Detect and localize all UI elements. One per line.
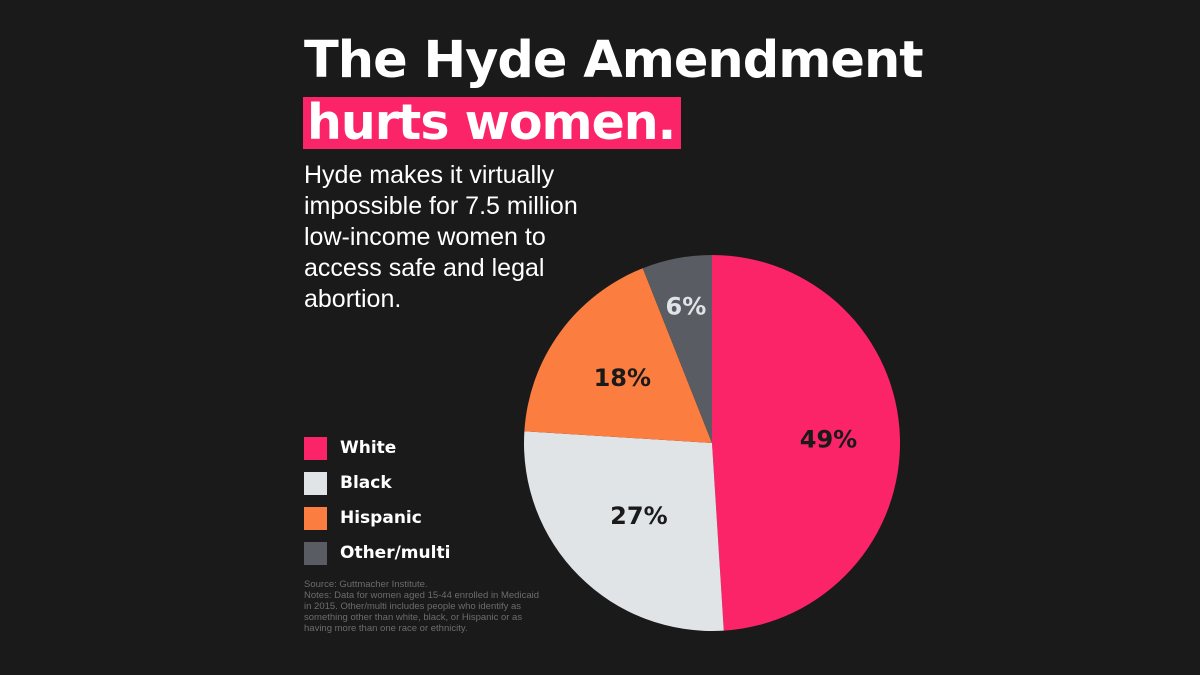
legend-label-white: White: [340, 438, 397, 458]
legend-item-black: Black: [304, 471, 504, 495]
subtitle: Hyde makes it virtually impossible for 7…: [304, 161, 578, 313]
legend-item-white: White: [304, 436, 504, 460]
legend-swatch-black: [304, 471, 327, 495]
legend-label-black: Black: [340, 473, 392, 493]
source-line: Source: Guttmacher Institute.: [304, 579, 428, 590]
source-notes: Source: Guttmacher Institute. Notes: Dat…: [304, 579, 544, 634]
legend-item-other-multi: Other/multi: [304, 541, 504, 565]
pie-label-hispanic: 18%: [594, 364, 651, 392]
pie-slice-hispanic: [524, 268, 712, 443]
legend-label-hispanic: Hispanic: [340, 508, 422, 528]
pie-slice-black: [523, 431, 724, 632]
legend-swatch-other-multi: [304, 541, 327, 565]
legend-swatch-hispanic: [304, 506, 327, 530]
title-line-2-highlight: hurts women.: [303, 97, 682, 149]
pie-label-black: 27%: [610, 502, 667, 530]
pie-slice-other-multi: [642, 255, 712, 443]
title-line-1: The Hyde Amendment: [304, 31, 924, 90]
pie-slice-white: [712, 255, 901, 631]
pie-slices: [523, 255, 901, 632]
legend-swatch-white: [304, 436, 327, 460]
pie-label-white: 49%: [800, 425, 857, 453]
pie-labels: 49% 27% 18% 6%: [594, 292, 858, 530]
notes-text: Notes: Data for women aged 15-44 enrolle…: [304, 590, 539, 634]
legend-label-other-multi: Other/multi: [340, 543, 451, 563]
legend-item-hispanic: Hispanic: [304, 506, 504, 530]
legend: White Black Hispanic Other/multi: [304, 436, 504, 576]
pie-label-other-multi: 6%: [666, 292, 707, 320]
